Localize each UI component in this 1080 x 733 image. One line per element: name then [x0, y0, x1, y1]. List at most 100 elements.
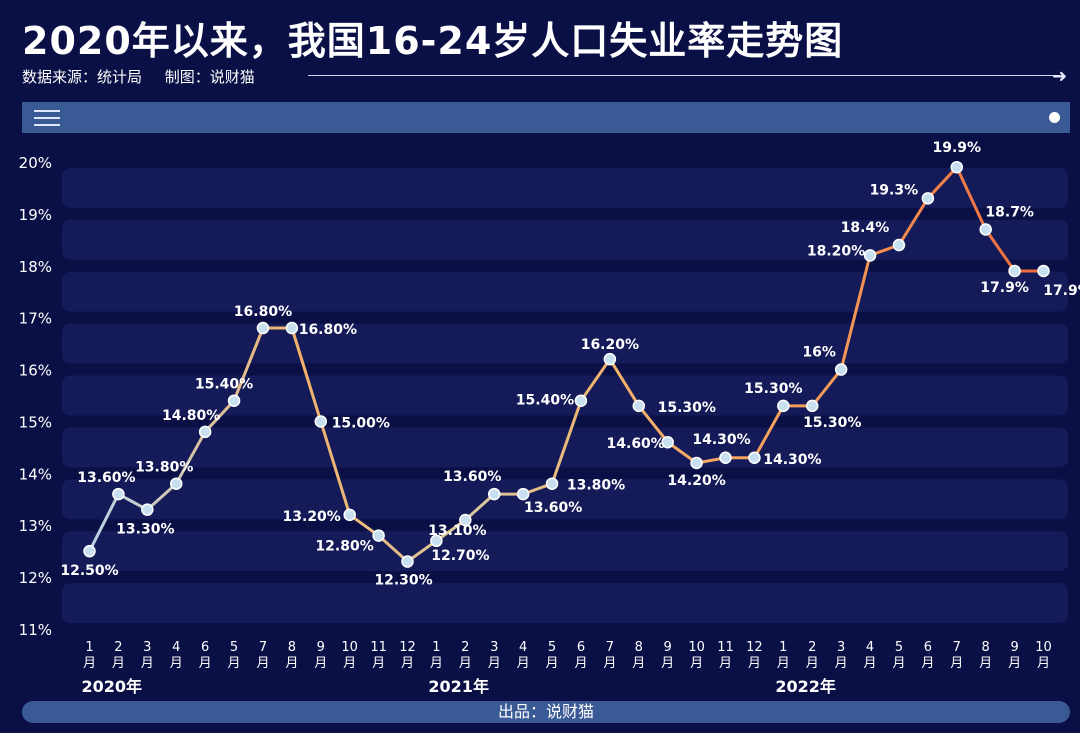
x-tick-number: 2: [114, 640, 122, 655]
x-tick-number: 11: [370, 640, 387, 655]
grid-band: [62, 219, 1068, 260]
x-tick-month: 月: [141, 656, 154, 671]
data-label: 18.20%: [807, 243, 865, 259]
data-source: 数据来源：统计局: [22, 68, 143, 86]
x-tick-number: 1: [432, 640, 440, 655]
data-point: [979, 223, 992, 236]
data-point: [1037, 264, 1050, 278]
data-label: 16%: [802, 345, 836, 361]
x-tick-number: 1: [85, 640, 93, 655]
data-label: 18.7%: [985, 204, 1034, 220]
series-line: [88, 165, 1044, 563]
data-point: [777, 399, 790, 413]
x-tick-number: 4: [519, 640, 527, 655]
data-label: 15.40%: [516, 393, 574, 409]
x-tick-month: 月: [517, 656, 530, 671]
data-point: [372, 529, 385, 542]
data-label: 13.60%: [443, 469, 501, 485]
x-tick-number: 8: [982, 640, 990, 655]
x-tick-month: 月: [112, 656, 125, 671]
data-label: 13.80%: [567, 478, 625, 494]
top-bar: [22, 102, 1070, 133]
data-label: 14.30%: [692, 432, 750, 448]
x-tick-number: 11: [717, 640, 734, 655]
x-tick-month: 月: [1008, 656, 1021, 671]
x-tick-month: 月: [950, 656, 963, 671]
grid-band: [62, 323, 1068, 364]
source-line: 数据来源：统计局 制图：说财猫: [22, 66, 273, 87]
data-label: 13.80%: [135, 460, 193, 476]
data-point: [892, 238, 906, 252]
data-label: 16.80%: [234, 304, 292, 320]
x-tick-number: 10: [341, 640, 358, 655]
data-point: [603, 352, 617, 366]
data-label: 14.20%: [667, 473, 725, 489]
x-tick-month: 月: [256, 656, 269, 671]
data-point: [748, 451, 761, 465]
x-tick-month: 月: [401, 656, 414, 671]
data-label: 18.4%: [841, 220, 890, 236]
data-point: [574, 394, 588, 407]
data-label: 12.50%: [60, 563, 118, 579]
data-label: 15.30%: [803, 415, 861, 431]
x-tick-number: 9: [1010, 640, 1018, 655]
data-point: [516, 487, 530, 501]
x-tick-month: 月: [574, 656, 587, 671]
data-label: 13.30%: [116, 522, 174, 538]
x-tick-number: 3: [837, 640, 845, 655]
y-tick-label: 19%: [19, 206, 52, 224]
x-tick-number: 12: [746, 640, 763, 655]
x-tick-month: 月: [430, 656, 443, 671]
x-tick-number: 7: [606, 640, 614, 655]
x-tick-number: 3: [143, 640, 151, 655]
data-label: 19.3%: [870, 182, 919, 198]
data-point: [227, 394, 241, 407]
data-point: [863, 249, 877, 262]
data-label: 15.00%: [332, 415, 390, 431]
grid-band: [62, 531, 1068, 572]
menu-icon[interactable]: [34, 110, 60, 126]
x-tick-number: 1: [779, 640, 787, 655]
x-tick-month: 月: [892, 656, 905, 671]
x-tick-number: 7: [259, 640, 267, 655]
x-tick-number: 5: [548, 640, 556, 655]
x-tick-month: 月: [199, 656, 212, 671]
x-tick-number: 6: [577, 640, 585, 655]
x-tick-month: 月: [83, 656, 96, 671]
x-tick-month: 月: [314, 656, 327, 671]
data-label: 12.30%: [374, 573, 432, 589]
data-point: [430, 534, 443, 548]
x-tick-month: 月: [285, 656, 298, 671]
data-label: 14.60%: [607, 436, 665, 452]
x-tick-number: 6: [201, 640, 209, 655]
x-tick-month: 月: [921, 656, 934, 671]
x-tick-month: 月: [806, 656, 819, 671]
x-tick-number: 9: [317, 640, 325, 655]
year-label: 2020年: [82, 677, 143, 696]
x-tick-number: 8: [288, 640, 296, 655]
y-tick-label: 11%: [19, 621, 52, 639]
data-point: [690, 456, 703, 470]
data-point: [401, 555, 414, 568]
footer-bar: 出品：说财猫: [22, 701, 1070, 723]
x-tick-month: 月: [835, 656, 848, 671]
data-label: 13.20%: [283, 509, 341, 525]
x-tick-month: 月: [777, 656, 790, 671]
data-point: [805, 399, 819, 413]
data-point: [459, 513, 472, 527]
year-label: 2022年: [775, 677, 836, 696]
data-point: [198, 425, 212, 439]
y-tick-label: 20%: [19, 154, 52, 172]
x-tick-month: 月: [719, 656, 732, 671]
data-point: [256, 321, 270, 335]
data-point: [1008, 264, 1021, 278]
page-title: 2020年以来，我国16-24岁人口失业率走势图: [22, 19, 844, 63]
x-tick-number: 5: [230, 640, 238, 655]
x-tick-number: 3: [490, 640, 498, 655]
line-chart: 11% 12% 13% 14% 15% 16% 17% 18% 19% 20% 12.50% 13.6…: [19, 140, 1080, 696]
x-tick-number: 4: [866, 640, 874, 655]
data-label: 12.80%: [315, 539, 373, 555]
data-point: [719, 451, 732, 465]
x-tick-number: 2: [461, 640, 469, 655]
data-point: [285, 321, 299, 335]
